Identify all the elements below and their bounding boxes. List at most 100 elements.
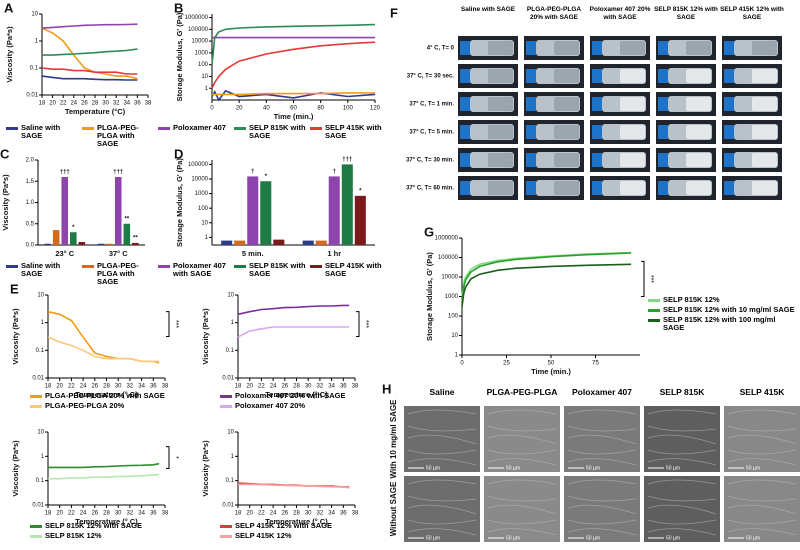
- column-header: SELP 815K: [659, 387, 705, 397]
- legend-item: Poloxamer 407 20% with SAGE: [220, 392, 378, 400]
- bar: [78, 242, 86, 245]
- sem-image: [644, 406, 720, 472]
- legend-swatch: [30, 535, 42, 538]
- sem-texture: [567, 434, 637, 445]
- legend-label: SELP 815K 12%: [663, 295, 720, 304]
- legend-label: SELP 815K with SAGE: [249, 123, 306, 140]
- legend-item: SELP 815K 12%: [30, 532, 188, 540]
- sem-texture: [407, 479, 477, 485]
- legend-label: SELP 815K 12%: [45, 531, 102, 540]
- row-label: 37° C, T= 5 min.: [409, 130, 454, 136]
- sem-texture: [727, 449, 797, 455]
- y-tick-label: 1: [231, 320, 235, 326]
- x-tick-label: 5 min.: [242, 249, 264, 258]
- y-tick-label: 0.01: [222, 503, 234, 509]
- x-tick-label: 38: [352, 511, 359, 517]
- legend: Poloxamer 407 20% with SAGE Poloxamer 407…: [220, 392, 380, 412]
- legend-swatch: [234, 127, 246, 130]
- series-line: [211, 89, 376, 102]
- sem-texture: [407, 458, 477, 466]
- x-axis-label: Time (min.): [531, 367, 571, 376]
- legend-item: Saline with SAGE: [6, 124, 80, 148]
- x-tick-label: 22: [258, 511, 265, 517]
- x-tick-label: 100: [343, 106, 354, 112]
- y-tick-label: 0.1: [36, 478, 45, 484]
- x-tick-label: 36: [150, 384, 157, 390]
- vial-content: [686, 181, 711, 195]
- sem-texture: [407, 504, 477, 515]
- legend-item: SELP 415K 12%: [220, 532, 378, 540]
- scale-bar-label: 50 µm: [426, 535, 440, 541]
- legend-swatch: [30, 395, 42, 398]
- scale-bar-label: 50 µm: [506, 465, 520, 471]
- x-axis-label: Time (min.): [274, 112, 314, 121]
- significance-mark: *: [265, 174, 268, 180]
- panel-letter: A: [4, 0, 14, 15]
- sem-texture: [567, 425, 637, 432]
- vial-cap: [658, 97, 668, 111]
- series-line: [47, 310, 160, 364]
- y-tick-label: 100000: [188, 162, 209, 168]
- x-tick-label: 32: [113, 101, 120, 107]
- sem-texture: [487, 479, 557, 485]
- x-tick-label: 26: [281, 384, 288, 390]
- scale-bar-label: 50 µm: [506, 535, 520, 541]
- sem-texture: [567, 409, 637, 415]
- row-label: 37° C, T= 30 sec.: [407, 74, 455, 80]
- y-tick-label: 100: [198, 206, 209, 212]
- legend-item: PLGA-PEG-PLGA 20%: [30, 402, 188, 410]
- column-header: Saline: [429, 387, 455, 397]
- bar: [328, 176, 340, 245]
- vial-content: [752, 69, 777, 83]
- y-tick-label: 10: [37, 293, 44, 299]
- y-axis-label: Storage Modulus, G' (Pa): [175, 12, 184, 101]
- row-label: 37° C, T= 60 min.: [406, 186, 454, 192]
- legend-swatch: [30, 405, 42, 408]
- legend-swatch: [158, 265, 170, 268]
- significance-bracket: [641, 260, 645, 297]
- x-tick-label: 22: [258, 384, 265, 390]
- y-axis-label: Storage Modulus, G' (Pa): [175, 158, 184, 247]
- sem-texture: [567, 458, 637, 466]
- vial-content: [620, 125, 645, 139]
- bar: [315, 240, 327, 245]
- series-line: [42, 48, 138, 56]
- legend-label: SELP 415K 12%: [235, 531, 292, 540]
- legend-item: SELP 815K 12%: [648, 296, 798, 304]
- y-tick-label: 1: [205, 86, 209, 92]
- x-tick-label: 120: [370, 106, 381, 112]
- vial-cap: [724, 97, 734, 111]
- x-tick-label: 18: [39, 101, 46, 107]
- series-line: [237, 326, 350, 338]
- legend-label: Poloxamer 407 20% with SAGE: [235, 391, 346, 400]
- sem-texture: [647, 449, 717, 455]
- x-tick-label: 28: [293, 511, 300, 517]
- vial-content: [686, 69, 711, 83]
- x-tick-label: 18: [45, 384, 52, 390]
- significance-label: ***: [362, 320, 369, 328]
- vial-content: [686, 41, 711, 55]
- significance-mark: †††: [60, 170, 70, 176]
- y-axis-label: Viscosity (Pa*s): [5, 26, 14, 83]
- sem-image: [564, 406, 640, 472]
- column-header: PLGA-PEG-PLGA 20% with SAGE: [526, 6, 582, 21]
- legend-label: SELP 415K with SAGE: [325, 123, 382, 140]
- vial-cap: [724, 153, 734, 167]
- y-tick-label: 0.0: [26, 243, 35, 249]
- legend-label: Poloxamer 407 20%: [235, 401, 306, 410]
- y-tick-label: 0.1: [226, 348, 235, 354]
- legend-label: Poloxamer 407: [173, 123, 226, 132]
- x-tick-label: 24: [270, 384, 277, 390]
- panel-letter: G: [424, 224, 434, 239]
- x-tick-label: 28: [103, 384, 110, 390]
- sem-texture: [407, 409, 477, 415]
- x-tick-label: 26: [91, 511, 98, 517]
- x-tick-label: 36: [340, 384, 347, 390]
- bar: [221, 240, 233, 245]
- bar: [341, 164, 353, 245]
- sem-texture: [727, 528, 797, 536]
- row-label: Without SAGE: [389, 481, 398, 536]
- x-tick-label: 20: [246, 384, 253, 390]
- legend: SELP 815K 12% with SAGE SELP 815K 12%: [30, 522, 190, 542]
- x-tick-label: 20: [56, 384, 63, 390]
